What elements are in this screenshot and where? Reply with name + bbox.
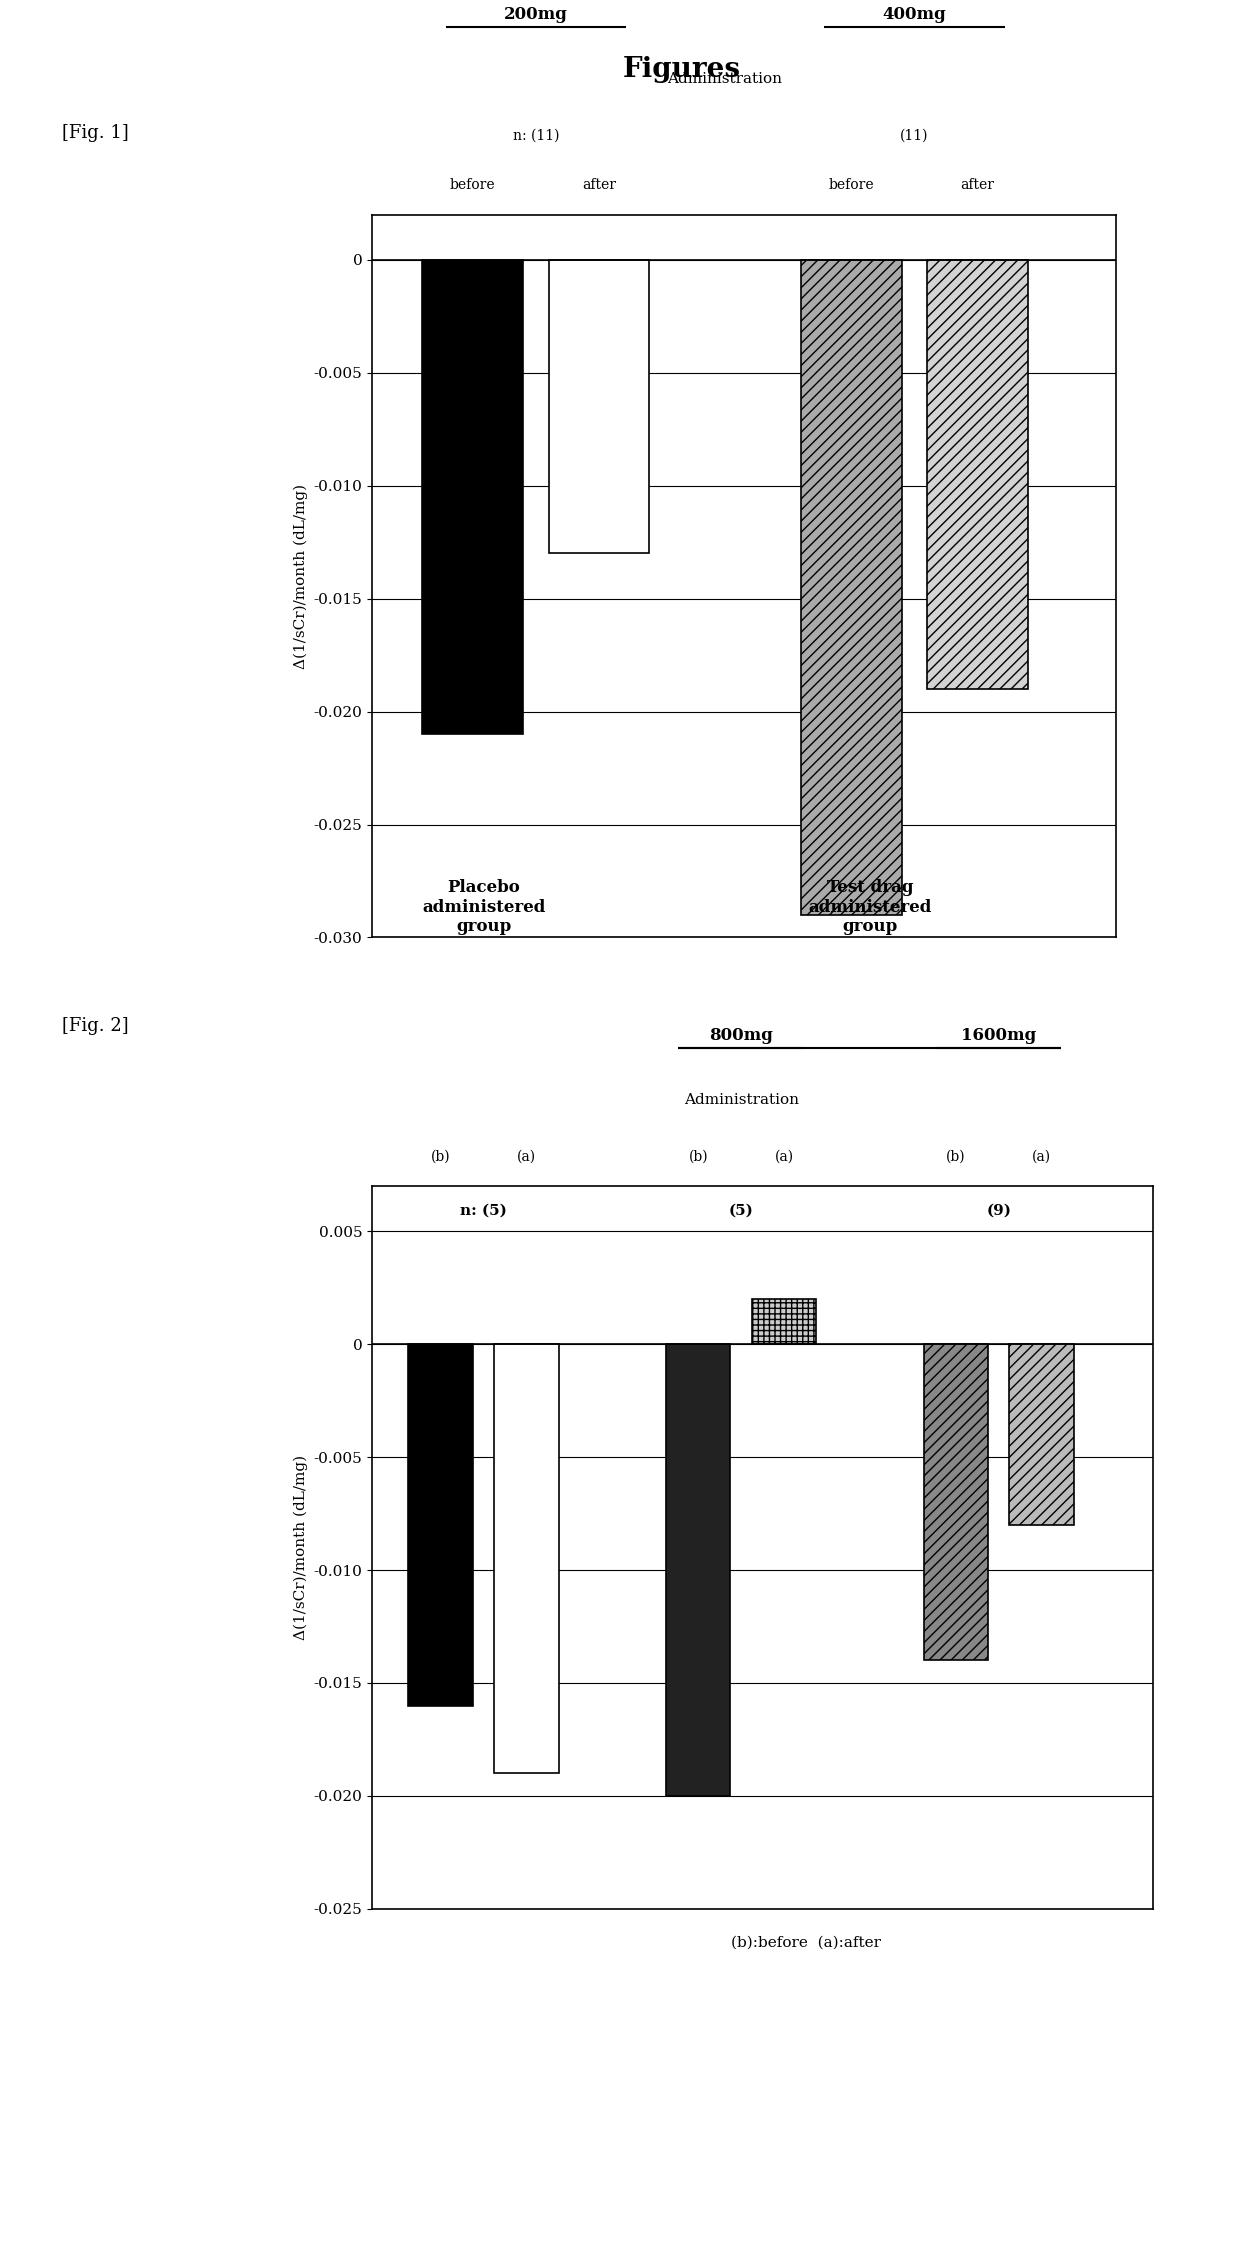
- Text: 800mg: 800mg: [709, 1026, 773, 1044]
- Text: [Fig. 2]: [Fig. 2]: [62, 1017, 129, 1035]
- Text: (b): (b): [430, 1150, 450, 1163]
- Bar: [423, 260, 523, 734]
- Text: Placebo
administered
group: Placebo administered group: [422, 879, 546, 935]
- Text: Test drag
administered
group: Test drag administered group: [808, 879, 931, 935]
- Bar: [751, 1299, 816, 1344]
- Text: Administration: Administration: [683, 1093, 799, 1107]
- Text: (5): (5): [729, 1204, 754, 1218]
- Text: [Fig. 1]: [Fig. 1]: [62, 124, 129, 142]
- Text: after: after: [960, 178, 994, 192]
- Text: 400mg: 400mg: [883, 5, 946, 23]
- Bar: [1009, 1344, 1074, 1525]
- Text: Administration: Administration: [667, 72, 782, 86]
- Text: Figures: Figures: [622, 56, 742, 84]
- Text: after: after: [582, 178, 616, 192]
- Bar: [408, 1344, 472, 1706]
- Text: 200mg: 200mg: [503, 5, 568, 23]
- Text: (9): (9): [986, 1204, 1011, 1218]
- Text: (a): (a): [1032, 1150, 1052, 1163]
- Bar: [924, 1344, 988, 1660]
- Text: 1600mg: 1600mg: [961, 1026, 1037, 1044]
- Bar: [548, 260, 650, 553]
- Text: (b): (b): [688, 1150, 708, 1163]
- Text: before: before: [828, 178, 874, 192]
- Bar: [801, 260, 901, 915]
- Text: (11): (11): [900, 129, 929, 142]
- Bar: [495, 1344, 559, 1773]
- Text: n: (5): n: (5): [460, 1204, 507, 1218]
- Y-axis label: Δ(1/sCr)/month (dL/mg): Δ(1/sCr)/month (dL/mg): [294, 1455, 308, 1640]
- Y-axis label: Δ(1/sCr)/month (dL/mg): Δ(1/sCr)/month (dL/mg): [294, 483, 308, 669]
- Bar: [926, 260, 1028, 689]
- Text: before: before: [450, 178, 496, 192]
- Text: n: (11): n: (11): [512, 129, 559, 142]
- Text: (b): (b): [946, 1150, 966, 1163]
- Text: (b):before  (a):after: (b):before (a):after: [732, 1936, 880, 1950]
- Text: (a): (a): [517, 1150, 536, 1163]
- Text: (a): (a): [775, 1150, 794, 1163]
- Bar: [666, 1344, 730, 1796]
